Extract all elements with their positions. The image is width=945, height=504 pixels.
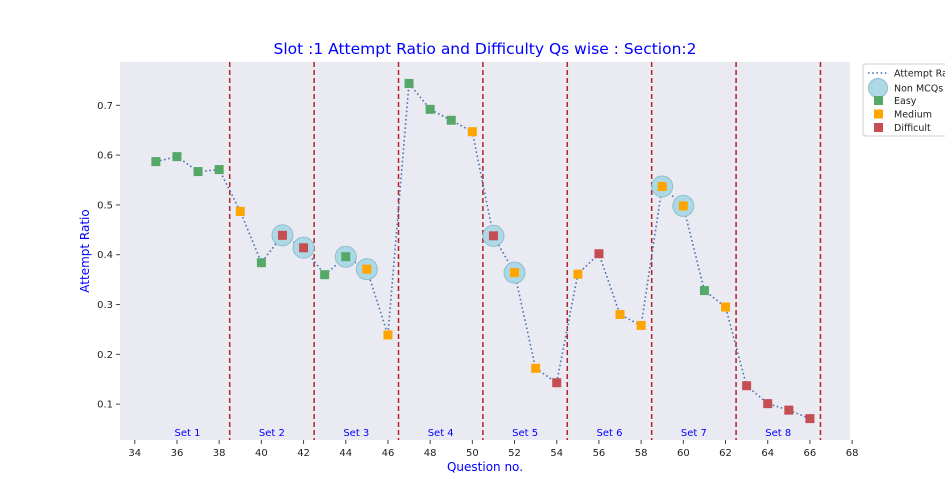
legend-difficult-swatch xyxy=(874,123,883,132)
legend-easy-label: Easy xyxy=(894,96,917,107)
point-q38 xyxy=(214,165,224,175)
point-q48 xyxy=(425,104,435,114)
point-q65 xyxy=(784,405,794,415)
x-tick-label: 66 xyxy=(804,448,817,459)
y-tick-label: 0.6 xyxy=(97,151,113,162)
x-tick-label: 54 xyxy=(550,448,563,459)
y-tick-label: 0.3 xyxy=(97,300,113,311)
legend: Attempt Rat Non MCQs Easy Medium Difficu… xyxy=(862,63,945,137)
difficulty-markers xyxy=(151,78,815,424)
x-tick-label: 44 xyxy=(339,448,352,459)
plot-area xyxy=(120,62,850,440)
x-tick-label: 52 xyxy=(508,448,521,459)
point-q64 xyxy=(763,399,773,409)
x-axis-label: Question no. xyxy=(447,460,523,474)
point-q50 xyxy=(467,127,477,137)
non-mcq-markers xyxy=(271,175,695,284)
point-q59 xyxy=(657,182,667,192)
x-tick-label: 58 xyxy=(635,448,648,459)
legend-line-label: Attempt Rat xyxy=(894,69,945,80)
x-tick-label: 50 xyxy=(466,448,479,459)
point-q35 xyxy=(151,157,161,167)
point-q40 xyxy=(256,258,266,268)
x-tick-label: 64 xyxy=(761,448,774,459)
y-tick-label: 0.7 xyxy=(97,101,113,112)
point-q41 xyxy=(277,230,287,240)
point-q36 xyxy=(172,152,182,162)
y-axis-ticks: 0.1 0.2 0.3 0.4 0.5 0.6 0.7 xyxy=(97,101,120,411)
x-tick-label: 38 xyxy=(213,448,226,459)
point-q58 xyxy=(636,320,646,330)
set-label: Set 3 xyxy=(343,428,369,439)
set-label: Set 1 xyxy=(175,428,201,439)
point-q44 xyxy=(341,252,351,262)
x-tick-label: 40 xyxy=(255,448,268,459)
point-q63 xyxy=(742,381,752,391)
x-tick-label: 46 xyxy=(382,448,395,459)
x-tick-label: 68 xyxy=(846,448,859,459)
set-label: Set 2 xyxy=(259,428,285,439)
set-label: Set 4 xyxy=(428,428,454,439)
point-q42 xyxy=(299,243,309,253)
y-axis-label: Attempt Ratio xyxy=(78,209,92,292)
legend-difficult-label: Difficult xyxy=(894,123,931,134)
point-q60 xyxy=(678,201,688,211)
legend-medium-label: Medium xyxy=(894,110,932,121)
x-tick-label: 62 xyxy=(719,448,732,459)
point-q56 xyxy=(594,249,604,259)
point-q61 xyxy=(699,286,709,296)
point-q66 xyxy=(805,414,815,424)
x-tick-label: 60 xyxy=(677,448,690,459)
chart-title: Slot :1 Attempt Ratio and Difficulty Qs … xyxy=(273,40,696,58)
attempt-ratio-line xyxy=(155,81,811,420)
legend-nonmcq-swatch xyxy=(868,78,888,98)
legend-medium-swatch xyxy=(874,109,883,119)
point-q53 xyxy=(531,363,541,373)
x-tick-label: 56 xyxy=(593,448,606,459)
y-tick-label: 0.2 xyxy=(97,350,113,361)
point-q55 xyxy=(573,269,583,279)
point-q49 xyxy=(446,115,456,125)
legend-easy-swatch xyxy=(874,96,883,105)
point-q45 xyxy=(362,264,372,274)
point-q46 xyxy=(383,330,393,340)
point-q37 xyxy=(193,167,203,177)
y-tick-label: 0.4 xyxy=(97,250,113,261)
x-tick-label: 48 xyxy=(424,448,437,459)
set-label: Set 6 xyxy=(596,428,622,439)
point-q39 xyxy=(235,206,245,216)
point-q47 xyxy=(404,78,414,88)
x-tick-label: 34 xyxy=(128,448,141,459)
legend-nonmcq-label: Non MCQs xyxy=(894,84,943,95)
set-dividers xyxy=(228,62,822,440)
point-q62 xyxy=(721,302,731,312)
point-q51 xyxy=(488,231,498,241)
point-q57 xyxy=(615,309,625,319)
point-q54 xyxy=(552,378,562,388)
set-label: Set 5 xyxy=(512,428,538,439)
point-q52 xyxy=(510,268,520,278)
set-labels: Set 1 Set 2 Set 3 Set 4 Set 5 Set 6 Set 7 Set 8 xyxy=(175,428,792,439)
x-tick-label: 42 xyxy=(297,448,310,459)
y-tick-label: 0.1 xyxy=(97,400,113,411)
y-tick-label: 0.5 xyxy=(97,200,113,211)
set-label: Set 8 xyxy=(765,428,791,439)
x-tick-label: 36 xyxy=(171,448,184,459)
set-label: Set 7 xyxy=(681,428,707,439)
point-q43 xyxy=(320,270,330,280)
x-axis-ticks: 34 36 38 40 42 44 46 48 50 52 54 56 58 60 62 64 66 68 xyxy=(128,440,858,459)
